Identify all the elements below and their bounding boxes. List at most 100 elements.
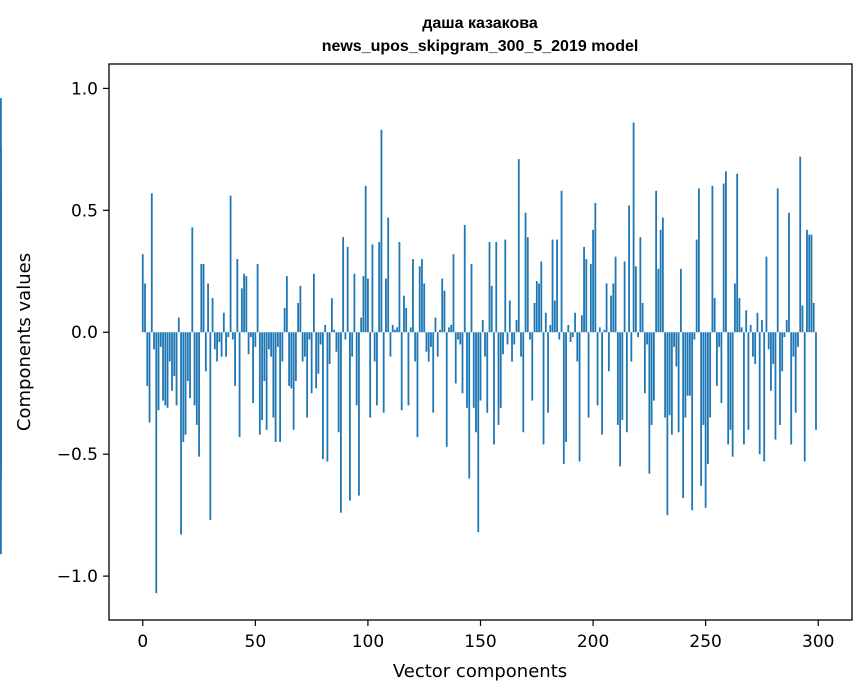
bar-component-170	[524, 212, 527, 333]
bar-component-293	[801, 305, 804, 333]
bar-component-27	[202, 263, 205, 333]
bar-component-undefined	[0, 195, 2, 333]
bar-component-191	[571, 332, 574, 338]
bar-component-295	[806, 229, 808, 333]
bar-component-298	[812, 302, 815, 333]
bar-component-137	[450, 324, 453, 333]
bar-component-41	[234, 332, 236, 386]
bar-component-175	[535, 281, 538, 333]
bar-component-223	[643, 332, 646, 394]
bar-component-84	[331, 298, 333, 333]
plot-frame	[108, 63, 853, 621]
bar-component-118	[407, 332, 410, 406]
bar-component-40	[231, 332, 234, 340]
bar-component-183	[553, 300, 556, 333]
bar-component-174	[533, 302, 536, 333]
bar-component-49	[252, 332, 254, 403]
bar-component-176	[538, 283, 540, 333]
bar-component-163	[508, 300, 511, 333]
bar-component-65	[288, 332, 291, 386]
bar-component-141	[459, 332, 462, 345]
chart-subtitle: news_upos_skipgram_300_5_2019 model	[322, 38, 639, 55]
bar-component-47	[247, 332, 250, 355]
bar-component-143	[463, 224, 466, 333]
bar-component-121	[414, 332, 417, 362]
bar-component-28	[204, 332, 207, 372]
bar-component-263	[734, 283, 736, 333]
bar-component-91	[346, 246, 349, 333]
bar-component-77	[315, 332, 318, 389]
bar-component-271	[752, 332, 754, 357]
bar-component-258	[722, 183, 725, 333]
bar-component-189	[567, 324, 570, 333]
bar-component-197	[585, 259, 588, 333]
bar-component-171	[526, 237, 529, 333]
bar-component-254	[713, 298, 716, 333]
bar-component-124	[421, 259, 423, 333]
bar-component-104	[376, 332, 378, 406]
bar-component-126	[425, 332, 428, 352]
bar-component-184	[556, 239, 558, 333]
bar-component-179	[544, 312, 547, 333]
bar-component-188	[565, 332, 567, 442]
bar-component-90	[344, 332, 347, 340]
bar-component-267	[743, 332, 745, 445]
bar-component-190	[569, 332, 572, 342]
bar-component-86	[335, 332, 338, 352]
bar-component-139	[454, 332, 457, 384]
bar-component-280	[772, 332, 775, 364]
bar-component-216	[628, 205, 630, 333]
bar-component-213	[621, 332, 624, 421]
bar-component-196	[583, 246, 585, 333]
bar-component-138	[452, 254, 455, 333]
bar-component-127	[427, 332, 430, 362]
bar-component-220	[637, 332, 640, 338]
bar-component-63	[283, 307, 286, 333]
bar-component-26	[200, 263, 203, 333]
bar-component-160	[502, 332, 504, 355]
bar-component-199	[589, 263, 592, 333]
bar-component-98	[362, 276, 365, 333]
bar-component-299	[815, 332, 817, 430]
bar-component-247	[698, 188, 700, 333]
bar-component-71	[301, 332, 304, 362]
bar-component-162	[506, 332, 509, 345]
bar-component-253	[711, 185, 714, 333]
bar-component-78	[317, 332, 320, 374]
bar-component-203	[598, 327, 601, 333]
bar-component-264	[736, 173, 739, 333]
bar-component-129	[432, 332, 435, 413]
bar-component-15	[175, 332, 178, 406]
bar-component-192	[574, 312, 576, 333]
bar-component-17	[180, 332, 182, 535]
bar-component-252	[709, 332, 712, 418]
bar-component-169	[522, 332, 525, 433]
bar-component-109	[387, 217, 390, 333]
bar-component-193	[576, 332, 579, 362]
bar-component-132	[439, 329, 441, 333]
bar-component-273	[756, 312, 759, 333]
bar-component-206	[605, 283, 608, 333]
bar-component-101	[369, 332, 372, 418]
y-axis-ticks: −1.0 −0.5 0.0 0.5 1.0	[57, 79, 109, 587]
chart-title: даша казакова	[422, 15, 538, 32]
y-tick-label: −0.5	[57, 445, 98, 465]
bar-component-6	[155, 332, 158, 594]
bar-component-242	[686, 332, 689, 396]
bar-component-276	[763, 332, 766, 462]
bar-component-153	[486, 332, 489, 413]
bar-component-214	[623, 261, 626, 333]
bar-component-262	[731, 332, 734, 457]
bar-component-287	[788, 212, 790, 333]
x-tick-label: 0	[137, 632, 148, 652]
bar-component-261	[729, 332, 732, 430]
bar-component-260	[727, 332, 730, 445]
bar-component-79	[319, 332, 322, 345]
bar-component-222	[641, 302, 644, 333]
bar-component-224	[646, 332, 649, 345]
bar-component-14	[173, 332, 176, 377]
bar-component-285	[783, 332, 786, 338]
bar-component-281	[774, 332, 777, 440]
bar-component-231	[661, 217, 664, 333]
bar-component-204	[601, 332, 603, 435]
